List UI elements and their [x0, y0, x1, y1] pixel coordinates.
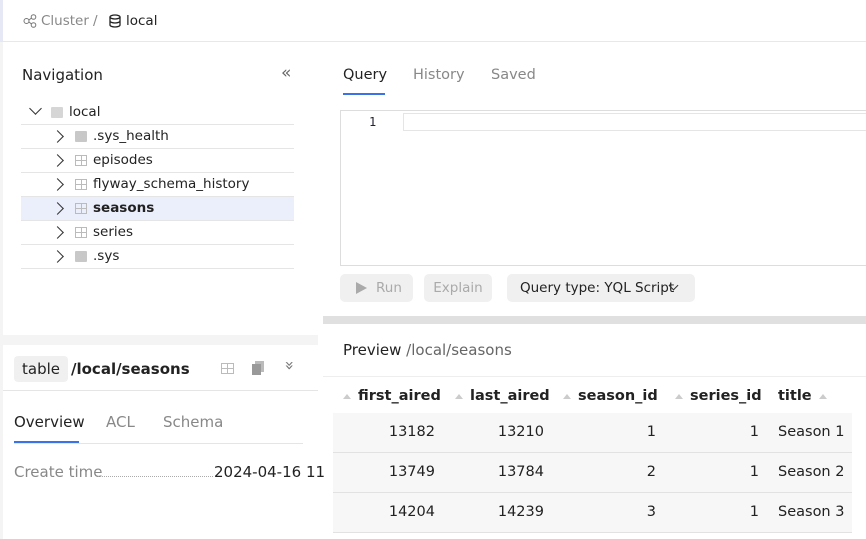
tab-overview[interactable]: Overview [14, 413, 85, 431]
column-label: first_aired [358, 388, 441, 404]
chevron-down-icon[interactable] [29, 102, 42, 115]
tree-item[interactable]: flyway_schema_history [21, 173, 294, 197]
chevron-right-icon[interactable] [51, 130, 64, 143]
preview-path: /local/seasons [406, 341, 512, 359]
tree-label: seasons [93, 200, 155, 216]
preview-label: Preview [343, 341, 402, 359]
chevron-right-icon[interactable] [51, 202, 64, 215]
table-cell: 2 [646, 464, 656, 480]
run-button[interactable]: Run [340, 274, 413, 302]
run-label: Run [376, 280, 402, 296]
play-icon [356, 282, 367, 294]
tab-history[interactable]: History [413, 67, 465, 83]
database-icon [109, 14, 121, 28]
tab-query[interactable]: Query [343, 67, 388, 83]
collapse-icon[interactable]: « [281, 63, 292, 83]
folder-icon [75, 131, 87, 142]
tree-label: flyway_schema_history [93, 176, 250, 192]
column-header[interactable]: title [778, 388, 834, 404]
table-cell: 1 [749, 464, 759, 480]
table-cell: 13182 [388, 424, 435, 440]
sort-icon[interactable] [563, 393, 571, 399]
tree-label: series [93, 224, 133, 240]
table-row[interactable]: 14204 14239 3 1 Season 3 [333, 493, 852, 533]
tab-acl[interactable]: ACL [106, 413, 135, 431]
table-cell: Season 1 [778, 424, 845, 440]
active-tab-indicator [343, 93, 385, 95]
table-cell: Season 3 [778, 504, 845, 520]
table-cell: 13784 [497, 464, 544, 480]
line-number: 1 [369, 115, 377, 129]
resize-splitter[interactable] [323, 316, 866, 324]
folder-open-icon [51, 107, 63, 118]
active-tab-indicator [14, 441, 79, 443]
query-type-label: Query type: YQL Script [520, 280, 675, 296]
column-label: series_id [690, 388, 762, 404]
table-icon [75, 227, 87, 238]
column-label: season_id [578, 388, 658, 404]
object-panel: table /local/seasons » Overview ACL Sche… [3, 345, 325, 539]
preview-title: Preview /local/seasons [343, 341, 512, 359]
tree-item[interactable]: .sys_health [21, 125, 294, 149]
tree-item[interactable]: series [21, 221, 294, 245]
table-cell: 1 [749, 424, 759, 440]
column-header[interactable]: series_id [675, 388, 762, 404]
breadcrumb-cluster[interactable]: Cluster [41, 13, 89, 29]
navigation-panel: Navigation « local .sys_health episodes … [3, 42, 318, 335]
table-cell: 1 [646, 424, 656, 440]
query-editor[interactable]: 1 [340, 110, 866, 266]
expand-icon[interactable]: » [280, 360, 300, 371]
tree-label: .sys_health [93, 128, 169, 144]
sort-icon[interactable] [818, 393, 827, 399]
create-time-label: Create time [14, 463, 103, 481]
tab-schema[interactable]: Schema [163, 413, 224, 431]
tree-label: .sys [93, 248, 120, 264]
breadcrumb-separator: / [93, 13, 98, 29]
sort-icon[interactable] [675, 393, 683, 399]
table-cell: Season 2 [778, 464, 845, 480]
header: Cluster / local [0, 0, 866, 42]
table-icon [75, 155, 87, 166]
chevron-right-icon[interactable] [51, 178, 64, 191]
cluster-icon [23, 14, 37, 28]
tree-label: local [69, 104, 101, 120]
tree-item[interactable]: seasons [21, 197, 294, 221]
table-cell: 13210 [497, 424, 544, 440]
object-path: /local/seasons [71, 360, 190, 378]
current-line [403, 113, 866, 131]
navigation-title: Navigation [22, 66, 103, 84]
table-icon [75, 203, 87, 214]
folder-icon [75, 251, 87, 262]
chevron-right-icon[interactable] [51, 226, 64, 239]
column-header[interactable]: season_id [563, 388, 658, 404]
tree-item[interactable]: episodes [21, 149, 294, 173]
table-icon [75, 179, 87, 190]
chevron-right-icon[interactable] [51, 154, 64, 167]
sort-icon[interactable] [455, 393, 463, 399]
copy-icon[interactable] [252, 361, 264, 375]
tree-label: episodes [93, 152, 153, 168]
table-row[interactable]: 13749 13784 2 1 Season 2 [333, 453, 852, 493]
column-header[interactable]: last_aired [455, 388, 550, 404]
table-row[interactable]: 13182 13210 1 1 Season 1 [333, 413, 852, 453]
table-cell: 3 [646, 504, 656, 520]
create-time-value: 2024-04-16 11 [214, 463, 326, 481]
breadcrumb-database[interactable]: local [126, 13, 158, 29]
column-label: last_aired [470, 388, 550, 404]
column-label: title [778, 388, 812, 404]
tree-item[interactable]: .sys [21, 245, 294, 269]
table-cell: 1 [749, 504, 759, 520]
query-type-select[interactable]: Query type: YQL Script [507, 274, 695, 302]
table-cell: 14204 [388, 504, 435, 520]
column-header[interactable]: first_aired [343, 388, 441, 404]
sort-icon[interactable] [343, 393, 351, 399]
tab-saved[interactable]: Saved [491, 67, 536, 83]
table-cell: 14239 [497, 504, 544, 520]
table-view-icon[interactable] [221, 363, 234, 374]
chevron-right-icon[interactable] [51, 250, 64, 263]
explain-button[interactable]: Explain [424, 274, 492, 302]
object-type-badge: table [14, 356, 68, 382]
tree-root-local[interactable]: local [21, 101, 294, 125]
table-cell: 13749 [388, 464, 435, 480]
